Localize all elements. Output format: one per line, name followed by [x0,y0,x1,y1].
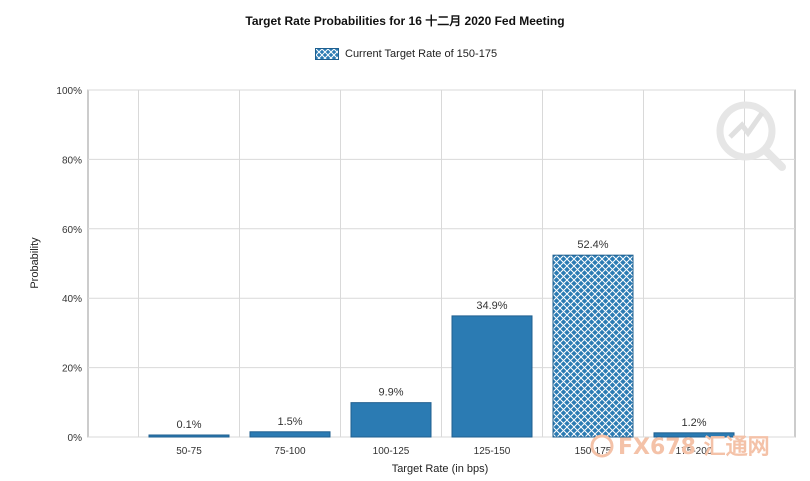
x-tick-label-50-75: 50-75 [176,446,202,457]
y-tick-label: 60% [62,225,82,236]
x-tick-label-175-200: 175-200 [676,446,713,457]
y-tick-label: 100% [56,86,82,97]
gridlines [87,89,796,438]
y-tick-label: 0% [68,433,83,444]
bar-50-75 [148,434,230,438]
bar-75-100 [249,431,331,438]
x-axis-title: Target Rate (in bps) [392,463,489,475]
data-label-125-150: 34.9% [476,300,507,312]
chart-title: Target Rate Probabilities for 16 十二月 202… [245,14,565,28]
data-label-100-125: 9.9% [378,387,403,399]
legend: Current Target Rate of 150-175 [315,46,497,62]
data-label-75-100: 1.5% [277,416,302,428]
bar-125-150 [451,315,533,438]
x-tick-label-100-125: 100-125 [373,446,410,457]
x-tick-label-125-150: 125-150 [474,446,511,457]
data-label-175-200: 1.2% [681,417,706,429]
y-axis-title: Probability [29,237,41,289]
data-label-150-175: 52.4% [577,239,608,251]
bar-175-200 [653,432,735,438]
y-tick-label: 40% [62,294,82,305]
y-tick-label: 20% [62,364,82,375]
legend-label: Current Target Rate of 150-175 [345,48,498,60]
bar-100-125 [350,402,432,438]
watermark-text-logo: FX678 汇通网 [590,434,770,460]
x-tick-label-75-100: 75-100 [274,446,306,457]
data-labels: 0.1% 1.5% 9.9% 34.9% 52.4% 1.2% [176,239,706,431]
data-label-50-75: 0.1% [176,419,201,431]
y-tick-label: 80% [62,155,82,166]
bar-150-175 [552,254,634,438]
legend-swatch [315,48,339,60]
bars [148,254,735,438]
watermark-text: FX678 汇通网 [618,435,770,460]
watermark-logo-icon [716,101,786,171]
